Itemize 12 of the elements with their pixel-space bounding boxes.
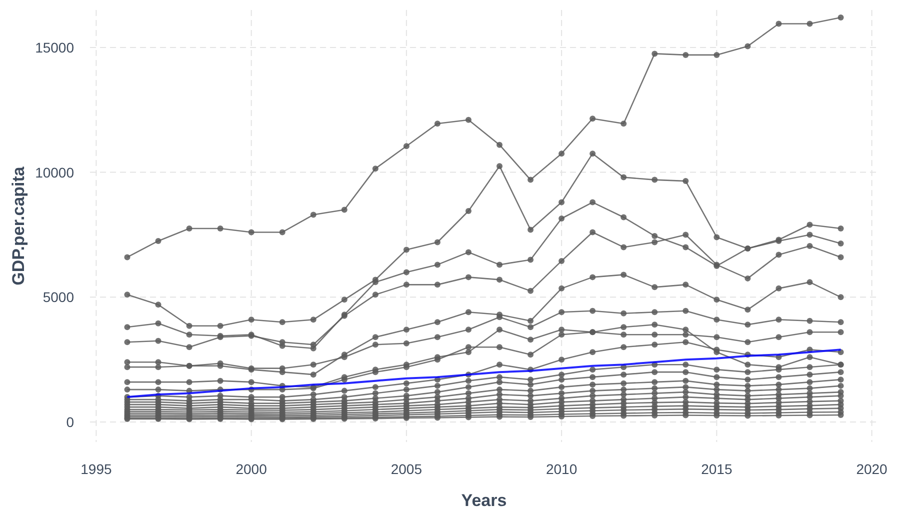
x-axis-title: Years [461,491,507,510]
y-axis-title: GDP.per.capita [9,166,28,286]
x-tick-label: 1995 [80,461,112,477]
y-tick-label: 5000 [42,289,74,306]
y-tick-label: 15000 [35,39,74,56]
x-tick-label: 2020 [856,461,888,477]
x-tick-label: 2000 [236,461,268,477]
x-tick-label: 2005 [390,461,422,477]
y-tick-label: 0 [66,414,74,430]
x-tick-label: 2010 [546,461,578,477]
y-tick-label: 10000 [35,164,74,180]
x-tick-label: 2015 [701,461,732,477]
